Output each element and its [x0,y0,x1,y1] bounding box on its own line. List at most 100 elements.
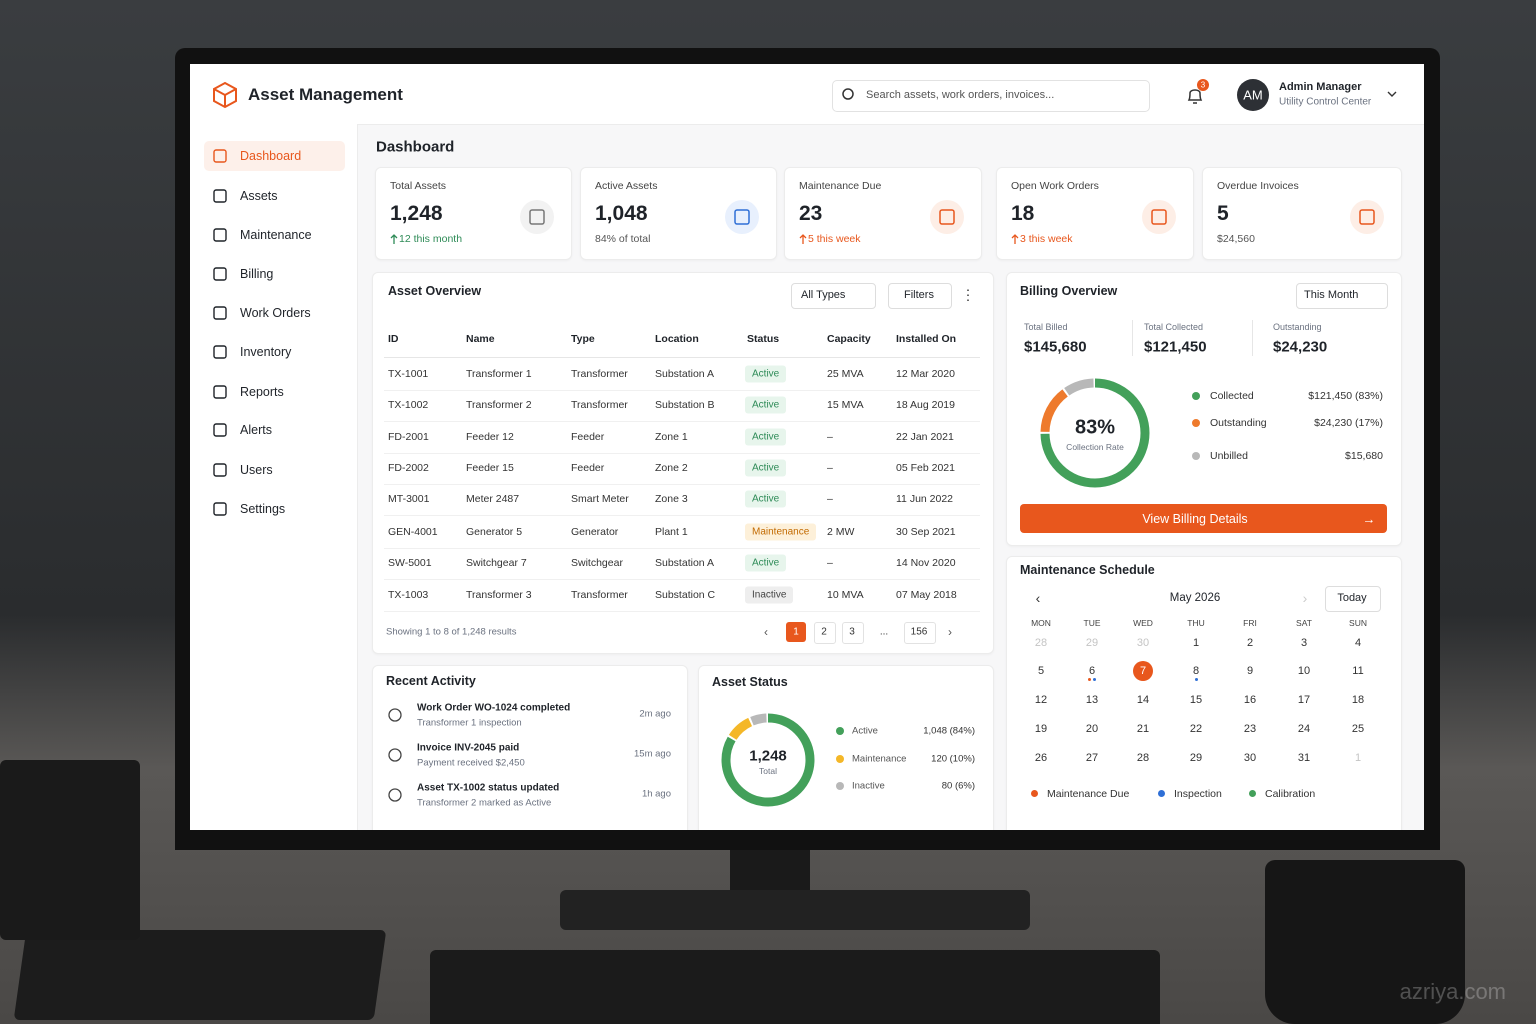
calendar-day[interactable]: 1 [1354,752,1362,764]
legend-dot [1158,790,1165,797]
monitor-stand [560,890,1030,930]
notification-badge [1197,79,1209,91]
calendar-day[interactable]: 8 [1192,665,1200,677]
prev-page[interactable]: ‹ [764,625,768,639]
nav-item[interactable]: Users [240,463,273,477]
prev-month[interactable]: ‹ [1035,590,1041,606]
calendar-day[interactable]: 3 [1300,637,1308,649]
period-select[interactable] [1296,283,1388,309]
calendar-day[interactable]: 22 [1189,723,1203,735]
nav-item[interactable]: Work Orders [240,306,311,320]
calendar-day[interactable]: 10 [1297,665,1311,677]
legend-dot [1192,419,1200,427]
calendar-day[interactable]: 13 [1085,694,1099,706]
status-pill: Active [745,428,787,446]
nav-item[interactable]: Dashboard [240,149,302,163]
cell: 05 Feb 2021 [896,462,955,474]
calendar-day[interactable]: 26 [1034,752,1048,764]
calendar-day[interactable]: 6 [1088,665,1096,677]
more-menu[interactable]: ⋮ [961,286,975,303]
nav-item[interactable]: Inventory [240,345,292,359]
next-page[interactable]: › [948,625,952,639]
donut-segment [721,713,815,807]
legend-value: 80 (6%) [941,780,975,792]
nav-item[interactable]: Billing [240,267,274,281]
calendar-day[interactable]: 5 [1037,665,1045,677]
stat-icon-glyph [939,209,955,225]
stat-icon [734,209,750,225]
calendar-day[interactable]: 14 [1136,694,1150,706]
notification-count: 3 [1200,80,1206,90]
page-title: Dashboard [376,138,455,156]
cell: Zone 3 [655,493,688,505]
calendar-day[interactable]: 17 [1297,694,1311,706]
calendar-day[interactable]: 4 [1354,637,1362,649]
next-month[interactable]: › [1302,590,1308,606]
calendar-day[interactable]: 16 [1243,694,1257,706]
calendar-day[interactable]: 29 [1085,637,1099,649]
stat-card [1202,167,1402,260]
calendar-day[interactable]: 19 [1034,723,1048,735]
calendar-day[interactable]: 7 [1139,665,1147,677]
stat-icon-bg [1350,200,1384,234]
page-btn[interactable] [814,622,836,644]
calendar-day[interactable]: 30 [1136,637,1150,649]
type-filter[interactable] [791,283,876,309]
calendar-day[interactable]: 23 [1243,723,1257,735]
logo-mark [213,81,237,109]
stat-label: Total Assets [390,180,447,192]
stat-note: 12 this month [399,233,463,245]
nav-item[interactable]: Settings [240,502,286,516]
billing-button[interactable] [1020,504,1387,533]
total-label: Total Billed [1024,322,1068,332]
calendar-day[interactable]: 21 [1136,723,1150,735]
card-title: Asset Status [712,675,788,689]
button-arrow: → [1362,511,1376,527]
page-btn[interactable] [842,622,864,644]
activity-icon [388,788,402,802]
nav-item[interactable]: Reports [240,385,284,399]
today-button[interactable] [1325,586,1381,612]
calendar-day[interactable]: 28 [1034,637,1048,649]
calendar-day[interactable]: 11 [1352,665,1364,677]
page-btn[interactable] [904,622,936,644]
legend-dot [1249,790,1256,797]
calendar-day[interactable]: 15 [1189,694,1203,706]
stat-label: Overdue Invoices [1217,180,1299,192]
nav-item[interactable]: Assets [240,189,278,203]
row-rule [384,390,980,391]
divider [1252,320,1253,356]
asset-status-donut [721,713,815,807]
calendar-day[interactable]: 1 [1192,637,1200,649]
search-box[interactable] [832,80,1150,112]
calendar-day[interactable]: 18 [1351,694,1365,706]
button-label: View Billing Details [1142,512,1248,526]
top-bar [190,64,1424,125]
calendar-day[interactable]: 30 [1243,752,1257,764]
row-rule [384,453,980,454]
calendar-day[interactable]: 29 [1189,752,1203,764]
calendar-day[interactable]: 20 [1085,723,1099,735]
calendar-day[interactable]: 28 [1136,752,1150,764]
calendar-day[interactable]: 12 [1034,694,1048,706]
nav-item[interactable]: Alerts [240,423,272,437]
legend-name: Maintenance [852,753,907,765]
calendar-day[interactable]: 24 [1297,723,1311,735]
cell: 11 Jun 2022 [896,493,954,505]
weekday: THU [1187,618,1205,628]
total-value: $24,230 [1273,338,1328,356]
legend-dot [1031,790,1038,797]
asset-overview-card [372,272,994,654]
calendar-day[interactable]: 31 [1297,752,1311,764]
calendar-day[interactable]: 25 [1351,723,1365,735]
page-btn[interactable] [786,622,806,642]
calendar-day[interactable]: 27 [1085,752,1099,764]
calendar-day[interactable]: 2 [1246,637,1254,649]
calendar-day[interactable]: 9 [1246,665,1254,677]
stat-label: Maintenance Due [799,180,882,192]
arrow-glyph [1011,234,1019,244]
nav-item[interactable]: Maintenance [240,228,312,242]
filters-button[interactable] [888,283,952,309]
legend-name: Collected [1210,390,1254,402]
row-rule [384,548,980,549]
